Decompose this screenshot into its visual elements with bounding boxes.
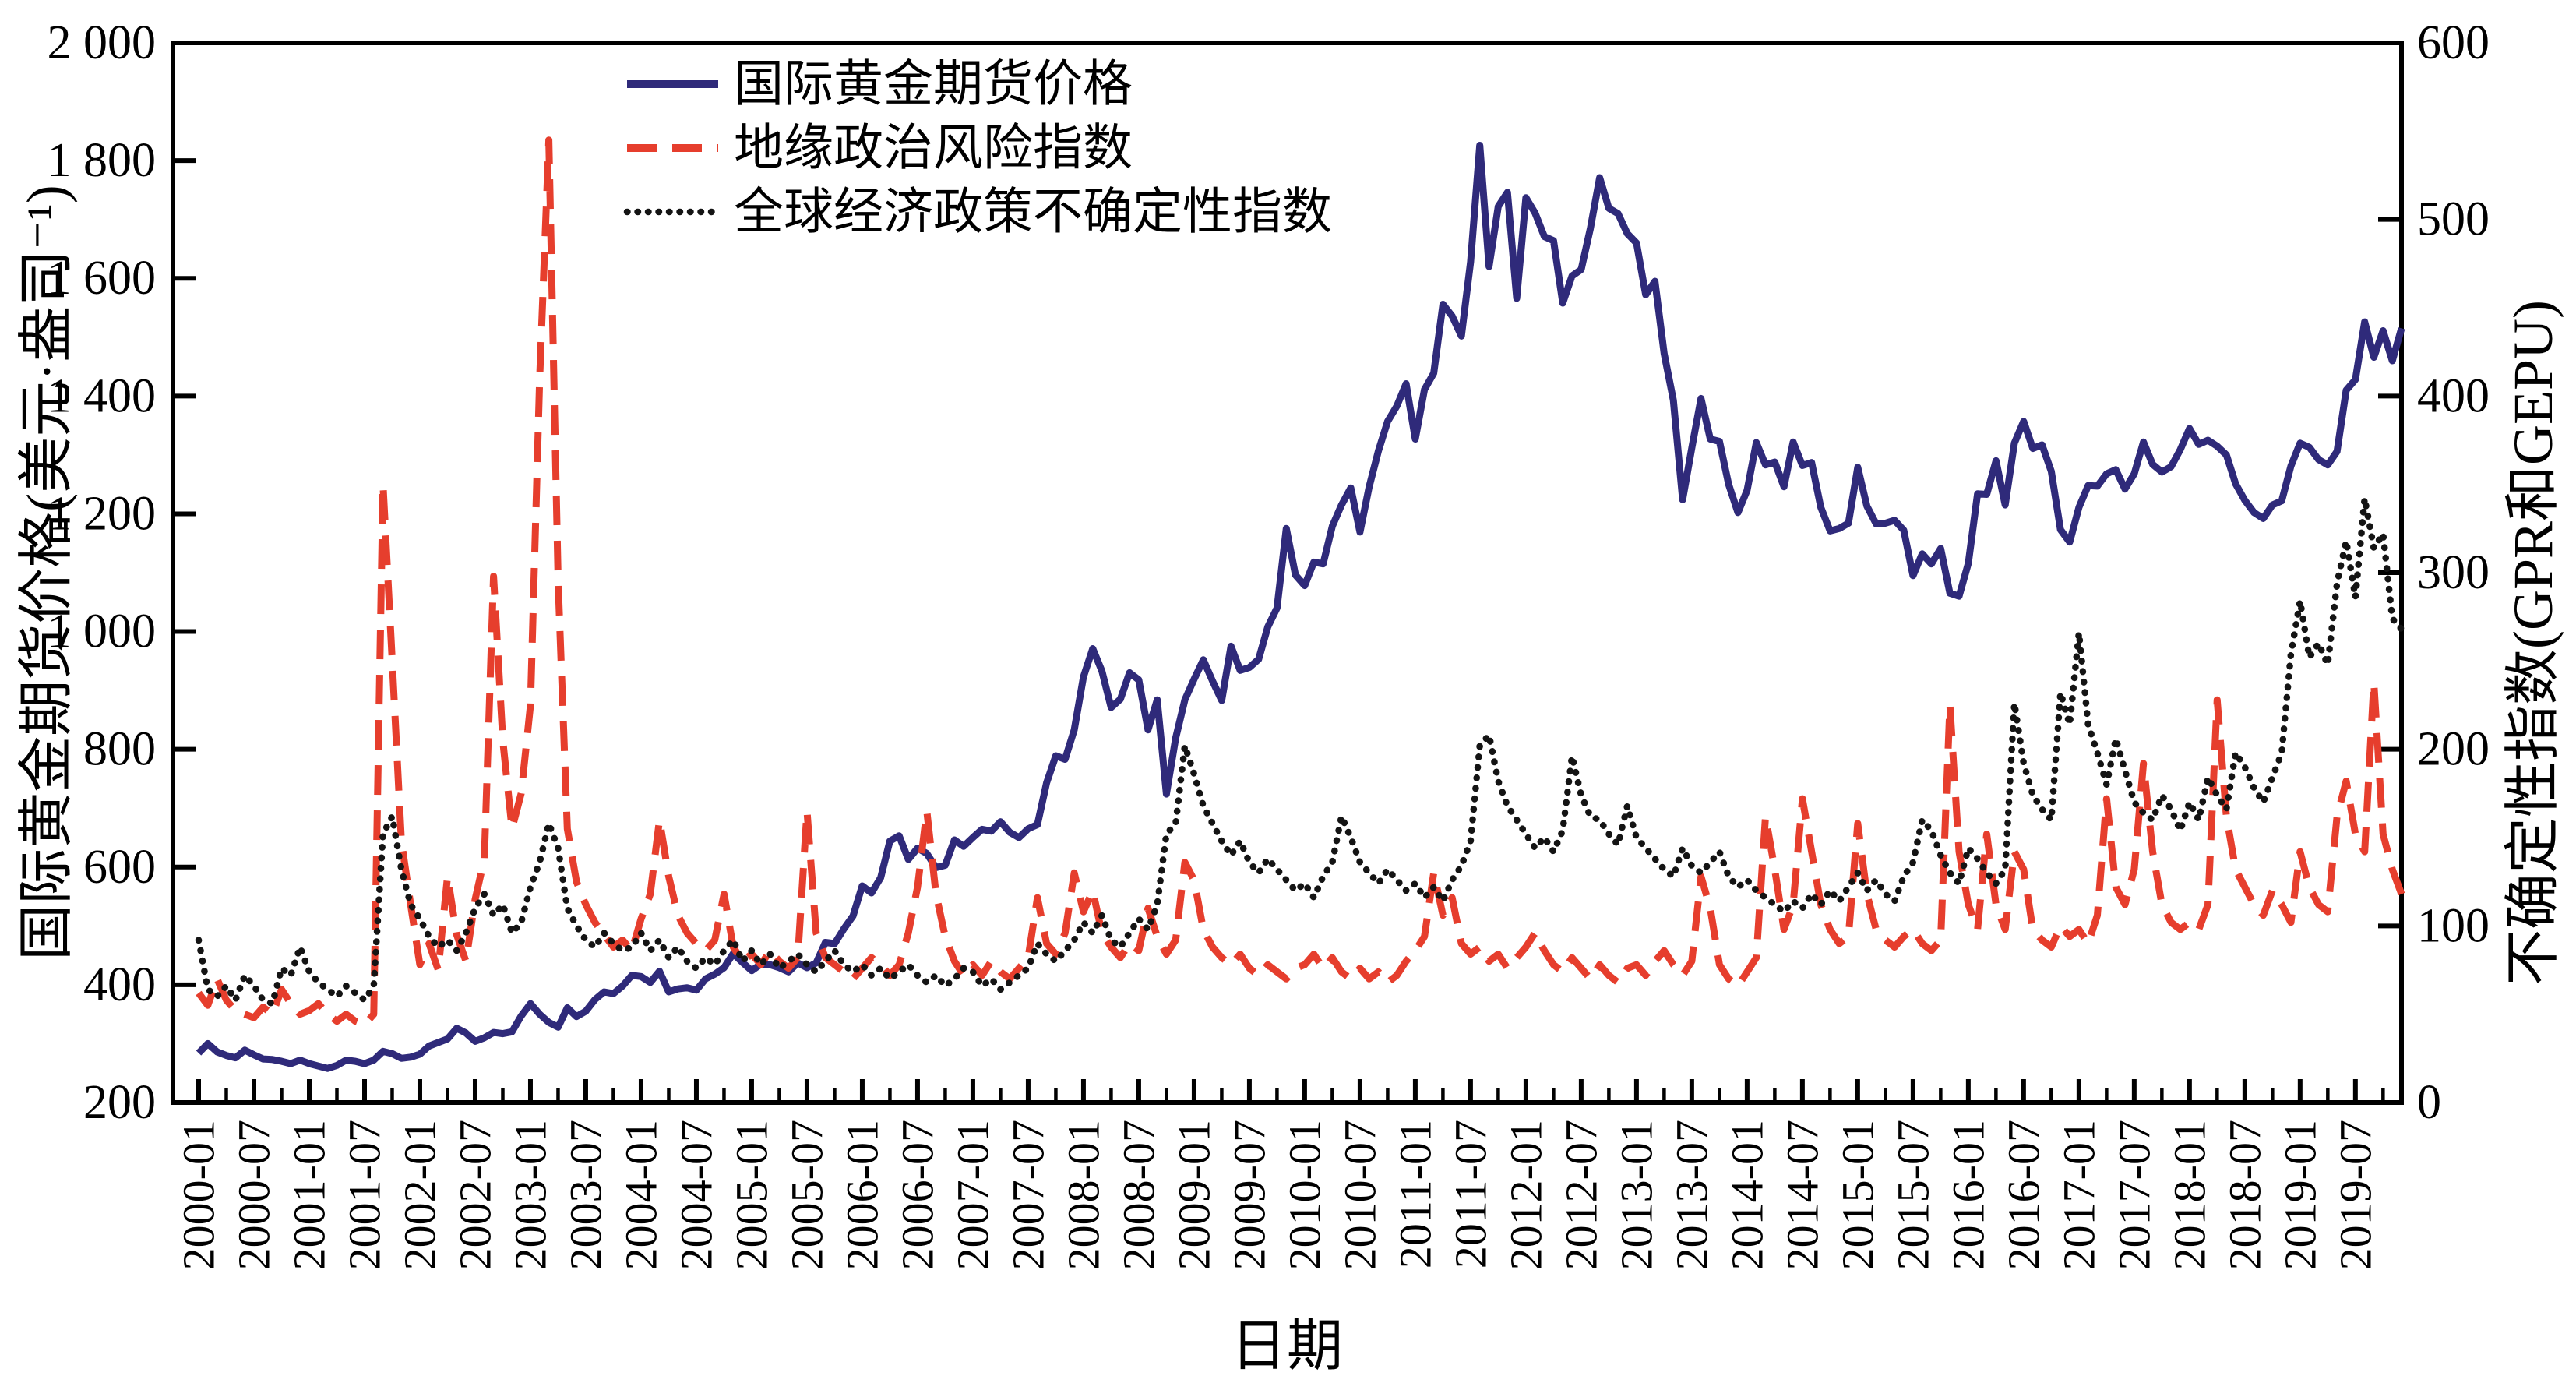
x-axis-tick-label: 2017-01: [2053, 1120, 2104, 1270]
x-axis-tick-label: 2000-07: [228, 1120, 279, 1270]
x-tick-labels: 2000-01 2000-07 2001-01 2001-07 2002-01 2002-…: [174, 1120, 2381, 1270]
x-axis-tick-label: 2006-07: [892, 1120, 943, 1270]
x-axis-tick-label: 2012-07: [1556, 1120, 1606, 1270]
x-axis-tick-label: 2017-07: [2109, 1120, 2159, 1270]
legend-label-gold-price: 国际黄金期货价格: [734, 57, 1133, 112]
x-axis-tick-label: 2018-07: [2219, 1120, 2270, 1270]
x-axis-tick-label: 2005-07: [781, 1120, 832, 1270]
right-axis-tick-label: 300: [2417, 546, 2490, 599]
x-axis-tick-label: 2019-01: [2275, 1120, 2325, 1270]
right-axis-tick-label: 0: [2417, 1076, 2441, 1129]
x-axis-tick-label: 2006-01: [837, 1120, 887, 1270]
x-axis-tick-label: 2014-07: [1777, 1120, 1827, 1270]
x-axis-tick-label: 2015-07: [1887, 1120, 1938, 1270]
x-axis-tick-label: 2016-07: [1998, 1120, 2049, 1270]
left-tick-labels: 2 000 1 800 1 600 1 400 1 200 1 000 800 600 400 2…: [48, 16, 157, 1129]
legend: 国际黄金期货价格 地缘政治风险指数 全球经济政策不确定性指数: [623, 57, 1332, 240]
legend-label-gepu: 全球经济政策不确定性指数: [734, 185, 1332, 240]
left-axis-tick-label: 600: [83, 841, 156, 894]
x-axis-tick-label: 2002-07: [449, 1120, 500, 1270]
x-axis-tick-label: 2013-01: [1611, 1120, 1662, 1270]
x-axis-tick-label: 2003-07: [560, 1120, 611, 1270]
x-axis-tick-label: 2010-07: [1334, 1120, 1385, 1270]
x-axis-tick-label: 2003-01: [505, 1120, 555, 1270]
left-axis-tick-label: 1 400: [48, 369, 157, 422]
x-axis-tick-label: 2000-01: [174, 1120, 224, 1270]
left-axis-tick-label: 2 000: [48, 16, 157, 69]
x-axis-tick-label: 2014-01: [1721, 1120, 1772, 1270]
x-axis-tick-label: 2002-01: [394, 1120, 445, 1270]
series-line-gpr: [196, 136, 2405, 1028]
left-axis-tick-label: 400: [83, 958, 156, 1011]
x-axis-tick-label: 2009-07: [1224, 1120, 1274, 1270]
right-tick-labels: 600 500 400 300 200 100 0: [2417, 16, 2490, 1129]
x-axis-tick-label: 2005-01: [726, 1120, 777, 1270]
right-axis-tick-label: 400: [2417, 369, 2490, 422]
x-axis-tick-label: 2008-07: [1113, 1120, 1164, 1270]
series-lines: [195, 136, 2405, 1072]
left-axis-tick-label: 1 000: [48, 605, 157, 658]
right-axis-tick-label: 600: [2417, 16, 2490, 69]
x-axis-tick-label: 2018-01: [2164, 1120, 2215, 1270]
series-line-gepu: [195, 495, 2405, 1007]
y-axis-title-right: 不确定性指数(GPR和GEPU): [2502, 300, 2564, 986]
x-axis-tick-label: 2016-01: [1943, 1120, 1993, 1270]
x-axis-tick-label: 2019-07: [2330, 1120, 2380, 1270]
right-axis-tick-label: 500: [2417, 193, 2490, 246]
left-axis-tick-label: 800: [83, 723, 156, 776]
x-axis-tick-label: 2001-07: [339, 1120, 389, 1270]
x-axis-tick-label: 2004-01: [615, 1120, 666, 1270]
x-axis-tick-label: 2004-07: [671, 1120, 721, 1270]
y-axis-title-left: 国际黄金期货价格(美元·盎司⁻¹): [16, 185, 78, 961]
legend-label-gpr: 地缘政治风险指数: [734, 121, 1133, 176]
x-axis-tick-label: 2007-01: [947, 1120, 998, 1270]
x-axis-tick-label: 2011-01: [1390, 1120, 1440, 1268]
right-axis-tick-label: 100: [2417, 899, 2490, 952]
left-axis-tick-label: 1 600: [48, 252, 157, 305]
x-axis-tick-label: 2012-01: [1500, 1120, 1551, 1270]
x-axis-tick-label: 2008-01: [1058, 1120, 1108, 1270]
x-axis-title: 日期: [1231, 1315, 1343, 1378]
x-axis-tick-label: 2013-07: [1666, 1120, 1717, 1270]
left-axis-tick-label: 1 800: [48, 134, 157, 187]
left-axis-tick-label: 200: [83, 1076, 156, 1129]
x-axis-tick-label: 2001-01: [284, 1120, 334, 1270]
right-axis-tick-label: 200: [2417, 723, 2490, 776]
left-axis-tick-label: 1 200: [48, 487, 157, 540]
x-axis-tick-label: 2011-07: [1445, 1120, 1496, 1268]
axis-ticks: [173, 41, 2402, 1105]
x-axis-tick-label: 2015-01: [1832, 1120, 1883, 1270]
x-axis-tick-label: 2010-01: [1279, 1120, 1330, 1270]
x-axis-tick-label: 2007-07: [1003, 1120, 1053, 1270]
x-axis-tick-label: 2009-01: [1168, 1120, 1219, 1270]
series-line-gold-price: [196, 142, 2405, 1072]
